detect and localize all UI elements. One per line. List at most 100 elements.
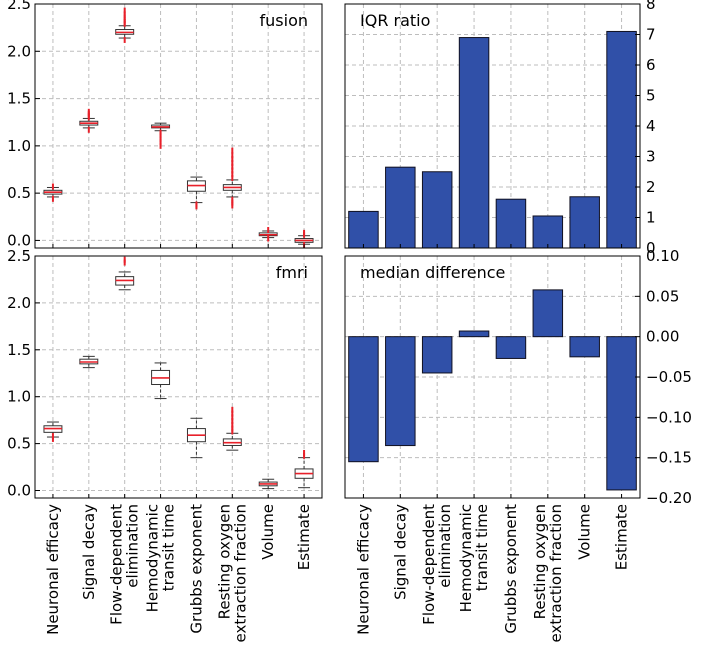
box-1 [43, 183, 63, 202]
ytick-label: 0.0 [7, 231, 31, 249]
xtick-label-line: Hemodynamic [144, 504, 162, 612]
ytick-label: 0 [646, 239, 656, 257]
bar [421, 171, 453, 249]
bar [606, 30, 637, 249]
panel-barchart-IQR-ratio: 0 1 2 3 4 5 6 7 8 IQR ratio [344, 0, 656, 257]
xtick-label: Volume [576, 504, 594, 560]
ytick-label: −0.05 [646, 368, 692, 386]
box-2 [79, 108, 99, 133]
ytick-label: 4 [646, 117, 656, 135]
xtick-label: Hemodynamictransit time [144, 504, 178, 612]
box-6 [222, 147, 242, 209]
xtick-label-line: transit time [160, 504, 178, 591]
bar [569, 196, 600, 249]
xtick-label-line: Estimate [295, 504, 313, 570]
box-5 [186, 176, 206, 210]
ytick-label: 1.0 [7, 137, 31, 155]
xtick-label-line: Neuronal efficacy [44, 504, 62, 635]
xtick-label-line: transit time [473, 504, 491, 591]
ytick-label: 7 [646, 26, 656, 44]
ytick-label: 1 [646, 209, 656, 227]
box-8 [294, 449, 314, 489]
ytick-label: 0.5 [7, 435, 31, 453]
xtick-label-line: Signal decay [80, 504, 98, 600]
xtick-label-line: Estimate [613, 504, 631, 570]
xtick-label: Estimate [613, 504, 631, 570]
xtick-label: Neuronal efficacy [354, 504, 372, 635]
box-6 [222, 406, 242, 451]
bar [458, 37, 490, 249]
box-7 [258, 478, 278, 490]
ytick-label: −0.20 [646, 489, 692, 507]
box-2 [79, 355, 99, 369]
ytick-label: 1.0 [7, 388, 31, 406]
box-1 [43, 421, 63, 442]
box-5 [186, 417, 206, 459]
ytick-label: 3 [646, 148, 656, 166]
ytick-label: 2.0 [7, 42, 31, 60]
ytick-label: 2.5 [7, 247, 31, 265]
xtick-label-line: Flow-dependent [108, 504, 126, 625]
bar [569, 336, 600, 358]
xtick-label-line: Resting oxygen [531, 504, 549, 619]
ytick-label: 0.00 [646, 328, 679, 346]
bar [495, 336, 527, 359]
xtick-label-line: Volume [259, 504, 277, 560]
xtick-label: Hemodynamictransit time [457, 504, 491, 612]
xtick-label-line: Hemodynamic [457, 504, 475, 612]
ytick-label: 6 [646, 56, 656, 74]
box-4 [151, 362, 171, 400]
panel-title: median difference [360, 263, 505, 282]
bar [348, 210, 379, 249]
ytick-label: 2 [646, 178, 656, 196]
xtick-label-line: Signal decay [391, 504, 409, 600]
xtick-label: Estimate [295, 504, 313, 570]
xtick-label-line: Grubbs exponent [187, 504, 205, 634]
ytick-label: −0.10 [646, 408, 692, 426]
xtick-label-line: Flow-dependent [420, 504, 438, 625]
ytick-label: 1.5 [7, 341, 31, 359]
ytick-label: 0.05 [646, 287, 679, 305]
bar [385, 336, 416, 447]
xtick-label-line: Neuronal efficacy [354, 504, 372, 635]
ytick-label: 1.5 [7, 90, 31, 108]
box-3 [115, 256, 135, 291]
ytick-label: 0.5 [7, 184, 31, 202]
panel-title: fusion [260, 11, 308, 30]
panel-title: IQR ratio [360, 11, 430, 30]
ytick-label: 2.5 [7, 0, 31, 13]
xtick-label-line: Grubbs exponent [502, 504, 520, 634]
axes-frame [34, 3, 323, 249]
axes-frame [34, 255, 323, 499]
bar [421, 336, 453, 374]
xtick-label-line: extraction fraction [231, 504, 249, 642]
xtick-label-line: Volume [576, 504, 594, 560]
xtick-label: Resting oxygenextraction fraction [215, 504, 249, 642]
xtick-label: Flow-dependentelimination [108, 504, 142, 625]
xtick-label-line: extraction fraction [547, 504, 565, 642]
xtick-label-line: Resting oxygen [215, 504, 233, 619]
xtick-label: Resting oxygenextraction fraction [531, 504, 565, 642]
bar [606, 336, 637, 491]
ytick-label: 5 [646, 87, 656, 105]
xtick-label: Grubbs exponent [502, 504, 520, 634]
bar [348, 336, 379, 463]
box-4 [151, 122, 171, 149]
box-3 [115, 7, 135, 43]
xtick-label: Flow-dependentelimination [420, 504, 454, 625]
bar [495, 198, 527, 249]
ytick-label: 0.0 [7, 481, 31, 499]
xtick-label-line: elimination [124, 504, 142, 588]
ytick-label: 8 [646, 0, 656, 13]
bar [532, 215, 564, 249]
panel-title: fmri [276, 263, 308, 282]
ytick-label: −0.15 [646, 449, 692, 467]
panel-barchart-median-difference: −0.20 −0.15 −0.10 −0.05 0.00 0.05 0.10 median d… [344, 247, 692, 642]
bar [532, 289, 564, 338]
ytick-label: 0.10 [646, 247, 679, 265]
xtick-label: Signal decay [80, 504, 98, 600]
xtick-label: Grubbs exponent [187, 504, 205, 634]
xtick-label: Volume [259, 504, 277, 560]
xtick-label-line: elimination [436, 504, 454, 588]
